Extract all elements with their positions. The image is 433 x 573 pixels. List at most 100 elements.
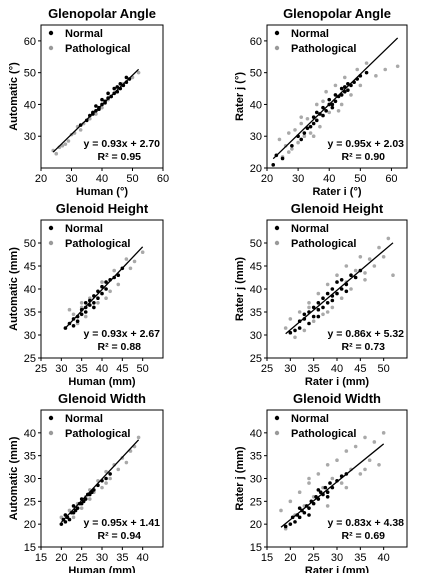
x-tick-label: 40 <box>331 363 343 375</box>
y-axis-label: Automatic (mm) <box>8 247 20 331</box>
pathological-point <box>286 131 291 135</box>
y-tick-label: 50 <box>24 68 36 80</box>
legend-marker <box>274 415 280 421</box>
legend-marker <box>48 225 54 231</box>
pathological-point <box>136 70 141 75</box>
normal-point <box>335 291 339 296</box>
plot-area <box>283 236 395 340</box>
normal-point <box>75 506 80 510</box>
pathological-point <box>293 335 297 340</box>
normal-point <box>100 97 104 102</box>
normal-point <box>83 301 88 305</box>
legend-label-pathological: Pathological <box>291 238 356 250</box>
y-tick-label: 30 <box>24 330 36 342</box>
pathological-point <box>140 250 145 254</box>
chart-panel-1: Glenopolar Angle 20 30 40 50 60 30 40 50 60 Human … <box>8 6 169 198</box>
r-squared-label: R² = 0.94 <box>98 530 142 542</box>
normal-point <box>333 93 338 97</box>
y-tick-label: 50 <box>250 238 262 250</box>
y-tick-label: 60 <box>24 36 36 48</box>
pathological-point <box>286 150 291 154</box>
pathological-point <box>112 268 116 273</box>
legend-label-pathological: Pathological <box>65 428 130 440</box>
pathological-point <box>344 485 349 490</box>
normal-point <box>324 109 328 113</box>
normal-point <box>316 488 321 492</box>
normal-point <box>104 476 108 481</box>
regression-line <box>60 439 140 523</box>
x-axis-label: Human (mm) <box>68 376 136 388</box>
x-tick-label: 50 <box>354 173 366 185</box>
normal-point <box>305 126 310 131</box>
x-tick-label: 40 <box>96 173 108 185</box>
pathological-point <box>383 67 388 72</box>
x-tick-label: 30 <box>331 552 343 564</box>
normal-point <box>308 124 313 129</box>
chart-title: Glenopolar Angle <box>283 6 391 21</box>
chart-title: Glenopolar Angle <box>48 6 156 21</box>
normal-point <box>288 522 293 526</box>
normal-point <box>321 105 325 110</box>
normal-point <box>92 301 96 305</box>
normal-point <box>325 301 330 305</box>
normal-point <box>321 305 325 310</box>
chart-panel-6: Glenoid Width 15 20 25 30 35 40 15 20 25 30 35 40 Rat… <box>234 391 408 573</box>
r-squared-label: R² = 0.88 <box>98 341 142 353</box>
x-tick-label: 35 <box>308 363 320 375</box>
normal-point <box>112 86 116 91</box>
regression-equation: y = 0.95x + 2.03 <box>328 138 405 150</box>
pathological-point <box>96 301 100 305</box>
y-tick-label: 50 <box>250 68 262 80</box>
normal-point <box>71 504 76 508</box>
legend-label-pathological: Pathological <box>65 43 130 55</box>
x-tick-label: 40 <box>323 173 335 185</box>
pathological-point <box>299 115 304 119</box>
normal-point <box>297 326 302 330</box>
pathological-point <box>330 305 335 310</box>
pathological-point <box>339 102 344 107</box>
normal-point <box>321 296 325 301</box>
y-tick-label: 40 <box>250 284 262 296</box>
pathological-point <box>335 273 339 278</box>
legend-marker <box>48 45 54 51</box>
x-tick-label: 35 <box>116 552 128 564</box>
legend-label-pathological: Pathological <box>291 428 356 440</box>
plot-frame <box>266 24 408 169</box>
normal-point <box>333 99 338 104</box>
normal-point <box>327 97 332 102</box>
r-squared-label: R² = 0.69 <box>342 530 386 542</box>
pathological-point <box>367 257 372 261</box>
pathological-point <box>367 458 372 463</box>
y-tick-label: 25 <box>250 353 262 365</box>
y-tick-label: 40 <box>24 284 36 296</box>
pathological-point <box>358 254 363 259</box>
x-tick-label: 20 <box>55 552 67 564</box>
x-tick-label: 50 <box>137 363 149 375</box>
x-tick-label: 45 <box>354 363 366 375</box>
pathological-point <box>363 278 367 282</box>
pathological-point <box>374 74 378 78</box>
pathological-point <box>325 282 330 287</box>
normal-point <box>280 156 285 161</box>
pathological-point <box>311 319 316 324</box>
normal-point <box>108 472 112 476</box>
pathological-point <box>344 449 349 453</box>
normal-point <box>271 163 276 167</box>
pathological-point <box>79 301 84 305</box>
normal-point <box>339 86 344 91</box>
normal-point <box>299 137 304 142</box>
normal-point <box>316 301 321 305</box>
pathological-point <box>104 481 108 485</box>
pathological-point <box>108 476 112 481</box>
pathological-point <box>353 268 358 273</box>
pathological-point <box>342 75 347 80</box>
x-tick-label: 30 <box>55 363 67 375</box>
pathological-point <box>335 458 339 463</box>
x-tick-label: 15 <box>35 552 47 564</box>
regression-equation: y = 0.93x + 2.67 <box>84 328 161 340</box>
regression-line <box>52 68 140 153</box>
x-tick-label: 45 <box>116 363 128 375</box>
pathological-point <box>88 497 92 501</box>
